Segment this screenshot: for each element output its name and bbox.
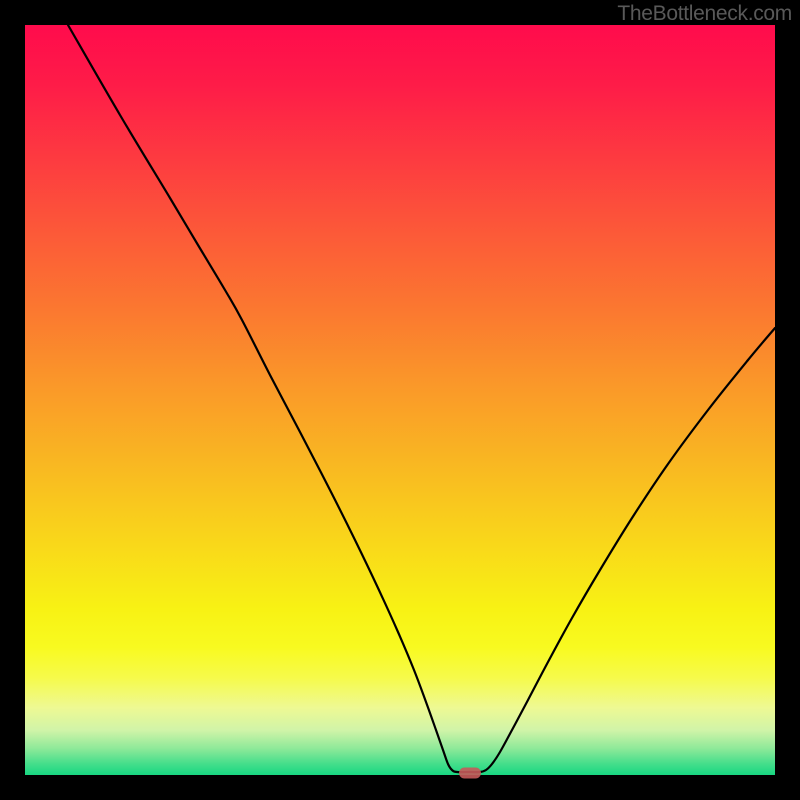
watermark-text: TheBottleneck.com (617, 2, 792, 26)
bottleneck-curve-chart (0, 0, 800, 800)
chart-container: TheBottleneck.com (0, 0, 800, 800)
chart-background (25, 25, 775, 775)
optimal-point-marker (459, 768, 481, 779)
